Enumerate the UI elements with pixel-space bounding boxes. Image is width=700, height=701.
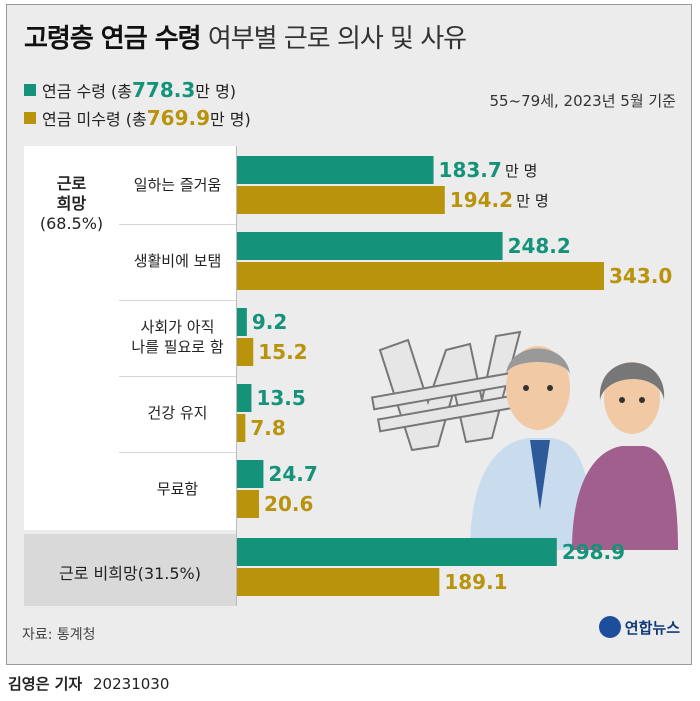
data-label: 24.7 (268, 462, 317, 486)
group-label-nonwish: 근로 비희망(31.5%) (24, 534, 236, 606)
bar (237, 414, 246, 442)
category-label: 건강 유지 (147, 404, 208, 422)
title-bold: 고령층 연금 수령 (24, 24, 202, 54)
yonhap-logo: 연합뉴스 (598, 616, 680, 638)
data-label: 15.2 (258, 340, 307, 364)
group-label-wish: 근로 희망 (68.5%) (39, 174, 104, 233)
legend-total-received: 778.3 (132, 78, 196, 102)
legend-pension-received: 연금 수령 (총 778.3 만 명) (24, 78, 236, 102)
data-label: 9.2 (252, 310, 287, 334)
data-label: 13.5 (256, 386, 305, 410)
elderly-man-icon (470, 346, 592, 550)
chart-title: 고령층 연금 수령 여부별 근로 의사 및 사유 (24, 18, 467, 55)
credit-date: 20231030 (93, 675, 170, 693)
bar (237, 186, 445, 214)
yonhap-logo-icon (598, 616, 621, 638)
bar (237, 568, 440, 596)
credit-line: 김영은 기자 20231030 (8, 673, 169, 694)
title-rest: 여부별 근로 의사 및 사유 (207, 24, 467, 54)
bar (237, 262, 605, 290)
unit-label: 만 명 (516, 192, 548, 210)
bar (237, 384, 252, 412)
category-label: 무료함 (156, 480, 199, 498)
legend-pension-not-received: 연금 미수령 (총 769.9 만 명) (24, 106, 251, 130)
row-separator (119, 224, 236, 225)
row-separator (119, 452, 236, 453)
bar (237, 460, 264, 488)
legend-swatch-not-received (24, 112, 36, 124)
bar (237, 156, 434, 184)
data-label: 248.2 (508, 234, 571, 258)
bar (237, 308, 247, 336)
data-label: 183.7 (439, 158, 502, 182)
data-label: 298.9 (562, 540, 625, 564)
row-separator (119, 376, 236, 377)
category-label: 일하는 즐거움 (133, 176, 222, 194)
elderly-woman-icon (572, 362, 678, 550)
data-label: 7.8 (250, 416, 285, 440)
legend-total-not-received: 769.9 (146, 106, 210, 130)
bar (237, 232, 503, 260)
row-separator (119, 300, 236, 301)
bar (237, 538, 557, 566)
credit-author: 김영은 기자 (8, 675, 83, 693)
data-label: 194.2 (450, 188, 513, 212)
basis-note: 55~79세, 2023년 5월 기준 (489, 92, 676, 110)
bar (237, 338, 254, 366)
bar (237, 490, 260, 518)
axis-line (236, 146, 237, 606)
data-label: 189.1 (444, 570, 507, 594)
unit-label: 만 명 (505, 162, 537, 180)
data-label: 343.0 (609, 264, 672, 288)
illustration (360, 310, 680, 550)
category-label: 생활비에 보탬 (133, 252, 222, 270)
legend-swatch-received (24, 84, 36, 96)
data-label: 20.6 (264, 492, 313, 516)
source-note: 자료: 통계청 (22, 627, 96, 643)
won-sign-icon (370, 330, 534, 452)
category-label: 사회가 아직 나를 필요로 함 (131, 318, 224, 356)
